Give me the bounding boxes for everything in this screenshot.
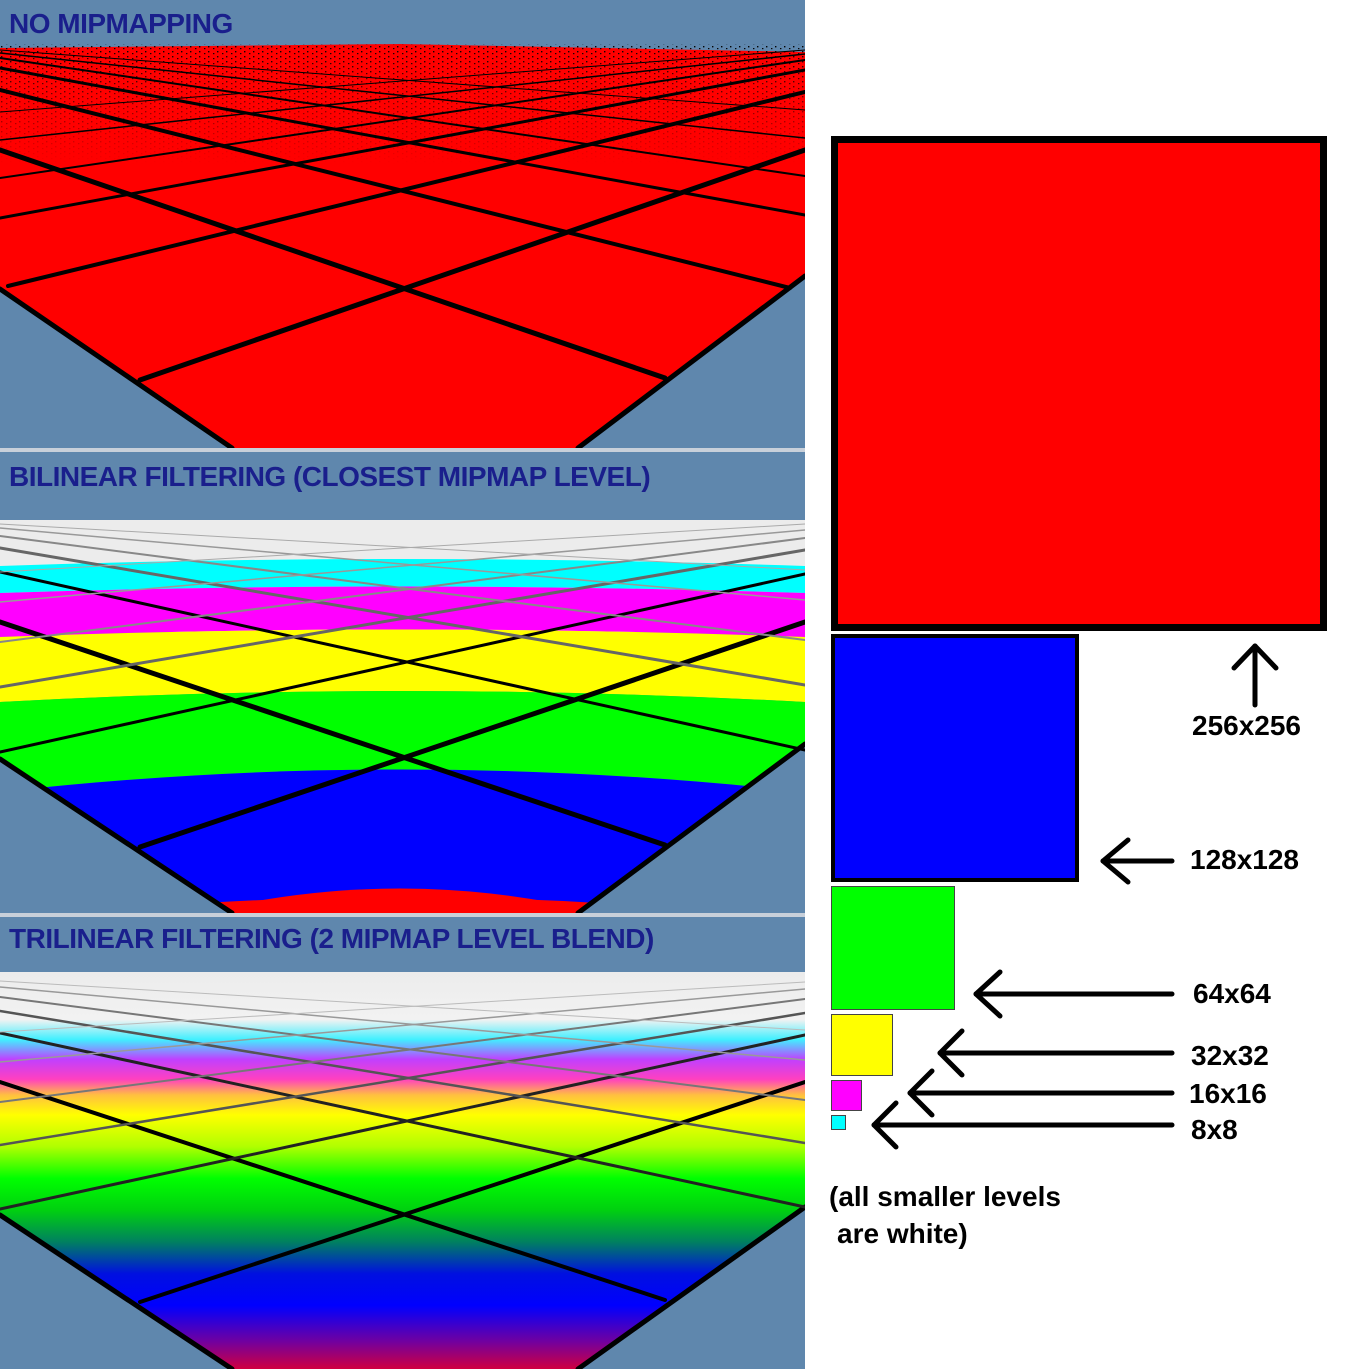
arrow-up-icon: [1231, 643, 1279, 708]
label-256: 256x256: [1192, 710, 1302, 741]
arrow-left-icon: [871, 1100, 1175, 1150]
floor-plane: [0, 972, 805, 1369]
floor-render-bilinear: [0, 520, 805, 913]
mip-level-64: [831, 886, 955, 1010]
floor-render-trilinear: [0, 972, 805, 1369]
label-16: 16x16: [1189, 1078, 1267, 1109]
arrow-left-icon: [1100, 837, 1175, 885]
arrow-left-icon: [937, 1028, 1175, 1078]
panel-no-mipmapping: NO MIPMAPPING: [0, 0, 805, 448]
panel-trilinear: TRILINEAR FILTERING (2 MIPMAP LEVEL BLEN…: [0, 917, 805, 1369]
note-line-2: are white): [837, 1218, 968, 1249]
arrow-left-icon: [907, 1068, 1175, 1118]
smaller-levels-note: (all smaller levels are white): [829, 1178, 1061, 1252]
grid-lines: [0, 49, 805, 448]
arrow-left-icon: [973, 969, 1175, 1019]
mip-level-128: [831, 634, 1079, 882]
label-8: 8x8: [1191, 1114, 1238, 1145]
panel-title-no-mipmapping: NO MIPMAPPING: [9, 8, 233, 39]
label-32: 32x32: [1191, 1040, 1269, 1071]
panel-separator: [0, 448, 805, 452]
floor-render-no-mipmapping: [0, 44, 805, 448]
label-128: 128x128: [1190, 844, 1300, 875]
grid-lines: [0, 980, 805, 1369]
mip-level-256: [831, 136, 1327, 631]
panel-separator: [0, 913, 805, 917]
label-64: 64x64: [1193, 978, 1271, 1009]
mip-level-8: [831, 1115, 846, 1130]
mip-level-32: [831, 1014, 893, 1076]
mip-level-16: [831, 1080, 862, 1111]
note-line-1: (all smaller levels: [829, 1181, 1061, 1212]
panel-title-trilinear: TRILINEAR FILTERING (2 MIPMAP LEVEL BLEN…: [9, 923, 654, 954]
grid-lines: [0, 523, 805, 913]
panel-bilinear: BILINEAR FILTERING (CLOSEST MIPMAP LEVEL…: [0, 452, 805, 913]
panel-title-bilinear: BILINEAR FILTERING (CLOSEST MIPMAP LEVEL…: [9, 461, 651, 492]
